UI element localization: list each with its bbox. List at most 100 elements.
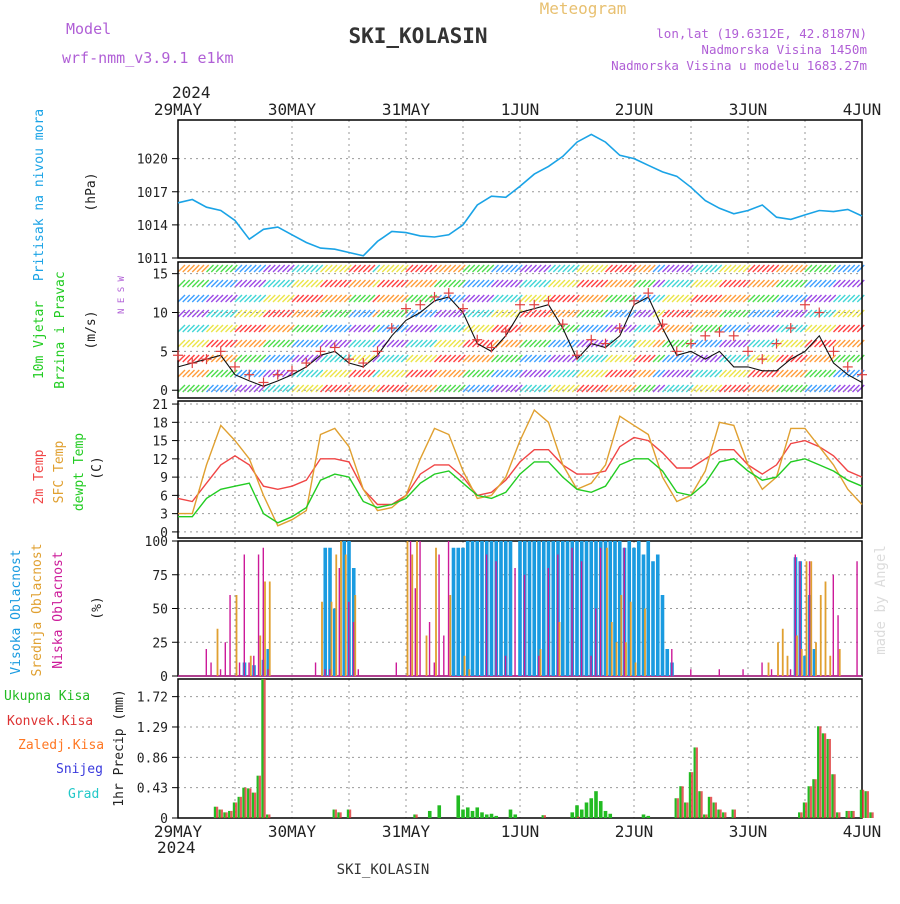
wind-barb — [657, 339, 666, 348]
wind-barb — [681, 294, 689, 303]
wind-barb — [486, 309, 495, 318]
wind-barb — [244, 324, 252, 333]
wind-barb — [671, 264, 680, 273]
wind-barb — [799, 264, 808, 273]
wind-barb — [776, 264, 784, 273]
wind-barb — [358, 384, 366, 393]
wind-barb — [215, 294, 224, 303]
precip-bar-total — [574, 816, 577, 818]
wind-barb — [609, 294, 618, 303]
wind-barb — [624, 264, 632, 273]
wind-barb — [562, 279, 571, 288]
precip-bar-conv — [543, 815, 546, 818]
precip-bar-conv — [686, 802, 689, 818]
wind-barb — [210, 384, 219, 393]
wind-barb — [215, 309, 224, 318]
wind-barb — [719, 369, 727, 378]
wind-barb — [728, 279, 737, 288]
wind-barb — [453, 264, 461, 273]
wind-barb — [234, 354, 243, 363]
wind-barb — [738, 369, 746, 378]
wind-barb — [837, 384, 846, 393]
wind-barb — [690, 264, 699, 273]
wind-barb — [367, 279, 376, 288]
wind-barb — [505, 279, 514, 288]
wind-barb — [719, 309, 727, 318]
wind-barb — [177, 339, 186, 348]
cloud-bar-low — [832, 574, 834, 676]
wind-barb — [638, 309, 647, 318]
wind-barb — [776, 309, 784, 318]
wind-barb — [676, 369, 685, 378]
cloud-bar-mid — [340, 541, 342, 676]
cloud-bar-high — [632, 547, 636, 676]
wind-barb — [343, 354, 352, 363]
wind-barb — [795, 279, 803, 288]
wind-barb — [799, 279, 808, 288]
wind-barb — [424, 309, 433, 318]
wind-barb — [567, 369, 575, 378]
wind-barb — [210, 309, 219, 318]
cloud-bar-high — [655, 554, 660, 676]
wind-barb — [320, 384, 328, 393]
wind-barb — [852, 354, 860, 363]
wind-barb — [305, 339, 314, 348]
wind-barb — [643, 294, 651, 303]
wind-barb — [457, 309, 466, 318]
wind-barb — [339, 339, 347, 348]
wind-barb — [457, 369, 466, 378]
wind-barb — [752, 309, 761, 318]
cloud-bar-low — [595, 608, 597, 676]
wind-barb — [196, 369, 205, 378]
wind-barb — [310, 369, 319, 378]
wind-barb — [529, 309, 537, 318]
wind-barb — [548, 279, 556, 288]
wind-barb — [837, 264, 846, 273]
wind-barb — [372, 294, 381, 303]
wind-barb — [353, 339, 362, 348]
wind-barb — [685, 354, 694, 363]
wind-barb — [609, 354, 618, 363]
wind-barb — [305, 384, 314, 393]
cloud-bar-high — [266, 649, 271, 676]
wind-barb — [400, 294, 409, 303]
wind-barb — [443, 384, 452, 393]
wind-barb — [481, 324, 490, 333]
cloud-bar-mid — [235, 595, 238, 676]
cloud-title-high: Visoka Oblacnost — [9, 549, 24, 674]
cloud-bar-mid — [558, 622, 561, 676]
wind-barb — [557, 369, 566, 378]
wind-barb — [434, 279, 442, 288]
wind-barb — [491, 279, 499, 288]
wind-barb — [856, 339, 865, 348]
wind-barb — [666, 384, 675, 393]
wind-barb — [495, 294, 504, 303]
wind-barb — [814, 339, 822, 348]
wind-barb — [248, 324, 257, 333]
wind-barb — [666, 294, 675, 303]
wind-ytick-label: 15 — [152, 268, 168, 283]
wind-barb — [757, 354, 765, 363]
wind-barb — [187, 279, 195, 288]
wind-barb — [220, 279, 229, 288]
wind-barb — [795, 294, 803, 303]
wind-barb — [438, 339, 447, 348]
wind-barb — [809, 384, 818, 393]
wind-barb — [500, 309, 509, 318]
wind-barb — [538, 354, 547, 363]
wind-barb — [723, 279, 732, 288]
wind-barb — [733, 339, 742, 348]
wind-barb — [215, 339, 224, 348]
wind-barb — [248, 309, 257, 318]
wind-barb — [643, 279, 651, 288]
wind-barb — [220, 309, 229, 318]
wind-barb — [657, 384, 666, 393]
cloud-bar-high — [461, 547, 465, 676]
wind-barb — [263, 309, 271, 318]
wind-barb — [619, 264, 628, 273]
wind-barb — [828, 354, 837, 363]
cloud-bar-low — [224, 642, 226, 676]
wind-barb — [320, 369, 328, 378]
precip-bar-total — [228, 810, 231, 818]
wind-barb — [733, 309, 742, 318]
